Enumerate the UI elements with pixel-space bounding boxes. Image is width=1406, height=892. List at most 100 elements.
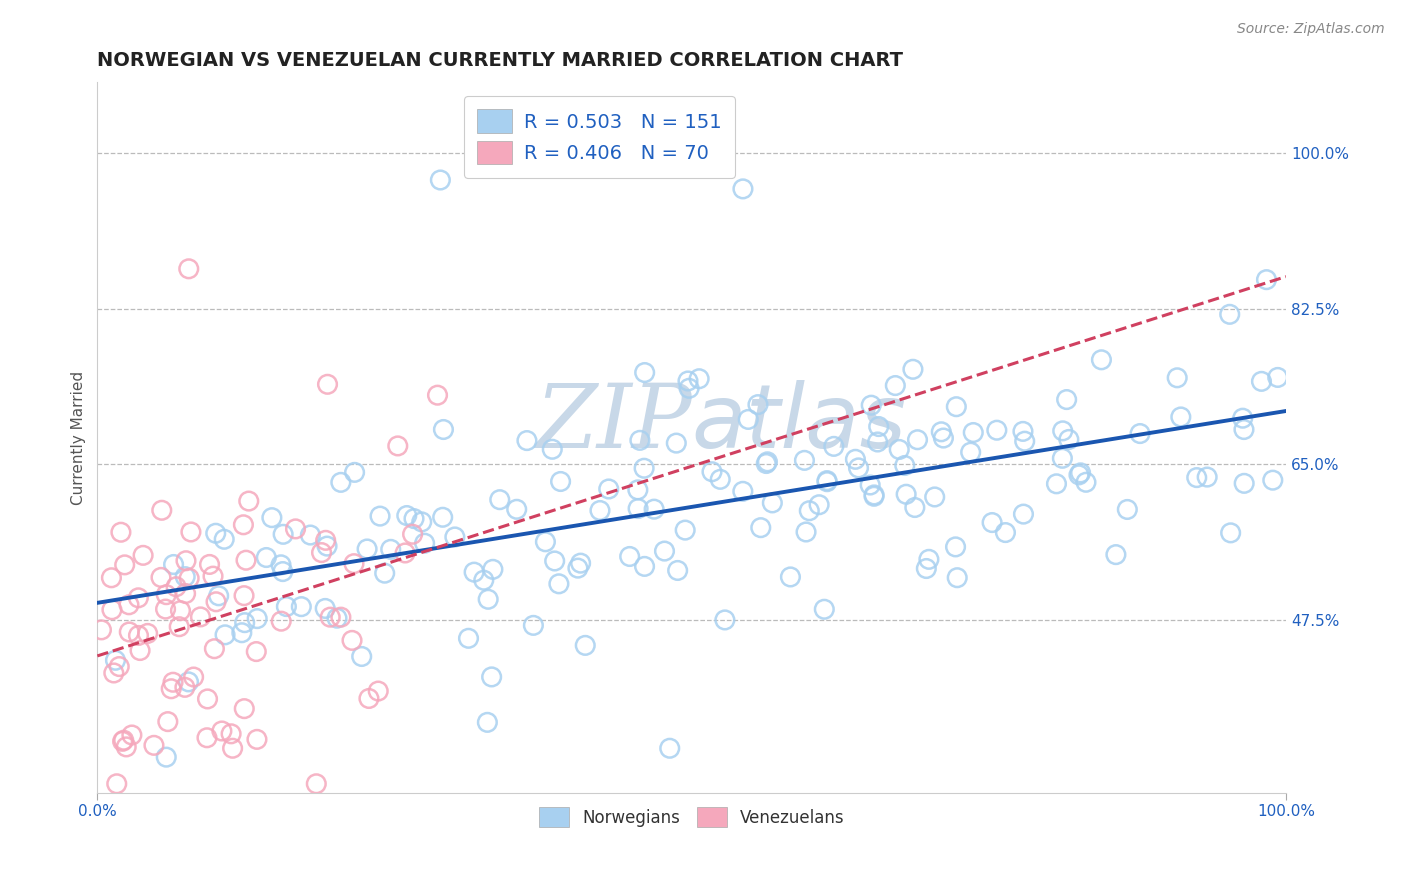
Point: [195, 731, 218, 745]
Point: [270, 558, 292, 572]
Point: [915, 561, 938, 575]
Point: [155, 588, 177, 602]
Point: [1232, 411, 1254, 425]
Point: [212, 533, 235, 547]
Point: [534, 534, 557, 549]
Point: [245, 644, 267, 658]
Point: [848, 461, 870, 475]
Point: [1219, 307, 1241, 321]
Point: [202, 641, 225, 656]
Point: [1233, 423, 1256, 437]
Point: [387, 439, 409, 453]
Point: [167, 620, 190, 634]
Point: [756, 455, 779, 469]
Point: [1185, 470, 1208, 484]
Point: [924, 490, 946, 504]
Point: [946, 571, 969, 585]
Point: [111, 734, 134, 748]
Point: [477, 715, 499, 730]
Point: [1233, 476, 1256, 491]
Point: [142, 739, 165, 753]
Point: [589, 503, 612, 517]
Point: [1074, 475, 1097, 490]
Point: [426, 388, 449, 402]
Point: [413, 536, 436, 550]
Point: [202, 569, 225, 583]
Point: [112, 733, 135, 747]
Point: [598, 482, 620, 496]
Point: [402, 511, 425, 525]
Point: [550, 475, 572, 489]
Point: [343, 557, 366, 571]
Point: [627, 501, 650, 516]
Point: [350, 649, 373, 664]
Point: [755, 457, 778, 471]
Point: [271, 527, 294, 541]
Point: [907, 433, 929, 447]
Point: [103, 665, 125, 680]
Point: [315, 533, 337, 548]
Point: [127, 591, 149, 605]
Point: [136, 626, 159, 640]
Point: [357, 691, 380, 706]
Point: [340, 633, 363, 648]
Point: [205, 595, 228, 609]
Point: [844, 452, 866, 467]
Point: [395, 508, 418, 523]
Point: [678, 381, 700, 395]
Point: [127, 628, 149, 642]
Point: [174, 681, 197, 695]
Point: [457, 632, 479, 646]
Point: [731, 484, 754, 499]
Point: [165, 580, 187, 594]
Point: [506, 502, 529, 516]
Point: [1116, 502, 1139, 516]
Point: [1261, 473, 1284, 487]
Point: [326, 611, 349, 625]
Point: [246, 732, 269, 747]
Point: [129, 643, 152, 657]
Point: [1250, 375, 1272, 389]
Point: [866, 435, 889, 450]
Point: [666, 564, 689, 578]
Point: [155, 602, 177, 616]
Point: [160, 681, 183, 696]
Point: [894, 458, 917, 473]
Text: NORWEGIAN VS VENEZUELAN CURRENTLY MARRIED CORRELATION CHART: NORWEGIAN VS VENEZUELAN CURRENTLY MARRIE…: [97, 51, 903, 70]
Point: [1197, 470, 1219, 484]
Point: [231, 625, 253, 640]
Point: [548, 577, 571, 591]
Point: [174, 569, 197, 583]
Point: [808, 498, 831, 512]
Point: [104, 653, 127, 667]
Point: [183, 670, 205, 684]
Point: [177, 261, 200, 276]
Point: [737, 412, 759, 426]
Point: [270, 614, 292, 628]
Point: [198, 558, 221, 572]
Point: [367, 684, 389, 698]
Point: [118, 624, 141, 639]
Point: [238, 494, 260, 508]
Point: [233, 589, 256, 603]
Point: [190, 610, 212, 624]
Point: [1129, 426, 1152, 441]
Point: [1045, 476, 1067, 491]
Point: [177, 674, 200, 689]
Point: [411, 515, 433, 529]
Point: [444, 530, 467, 544]
Point: [329, 475, 352, 490]
Text: ZIP: ZIP: [536, 380, 692, 467]
Point: [208, 589, 231, 603]
Point: [1012, 507, 1035, 521]
Point: [114, 558, 136, 572]
Point: [628, 434, 651, 448]
Point: [981, 516, 1004, 530]
Point: [115, 739, 138, 754]
Point: [343, 466, 366, 480]
Text: Source: ZipAtlas.com: Source: ZipAtlas.com: [1237, 22, 1385, 37]
Point: [889, 442, 911, 457]
Point: [299, 528, 322, 542]
Point: [121, 728, 143, 742]
Point: [700, 465, 723, 479]
